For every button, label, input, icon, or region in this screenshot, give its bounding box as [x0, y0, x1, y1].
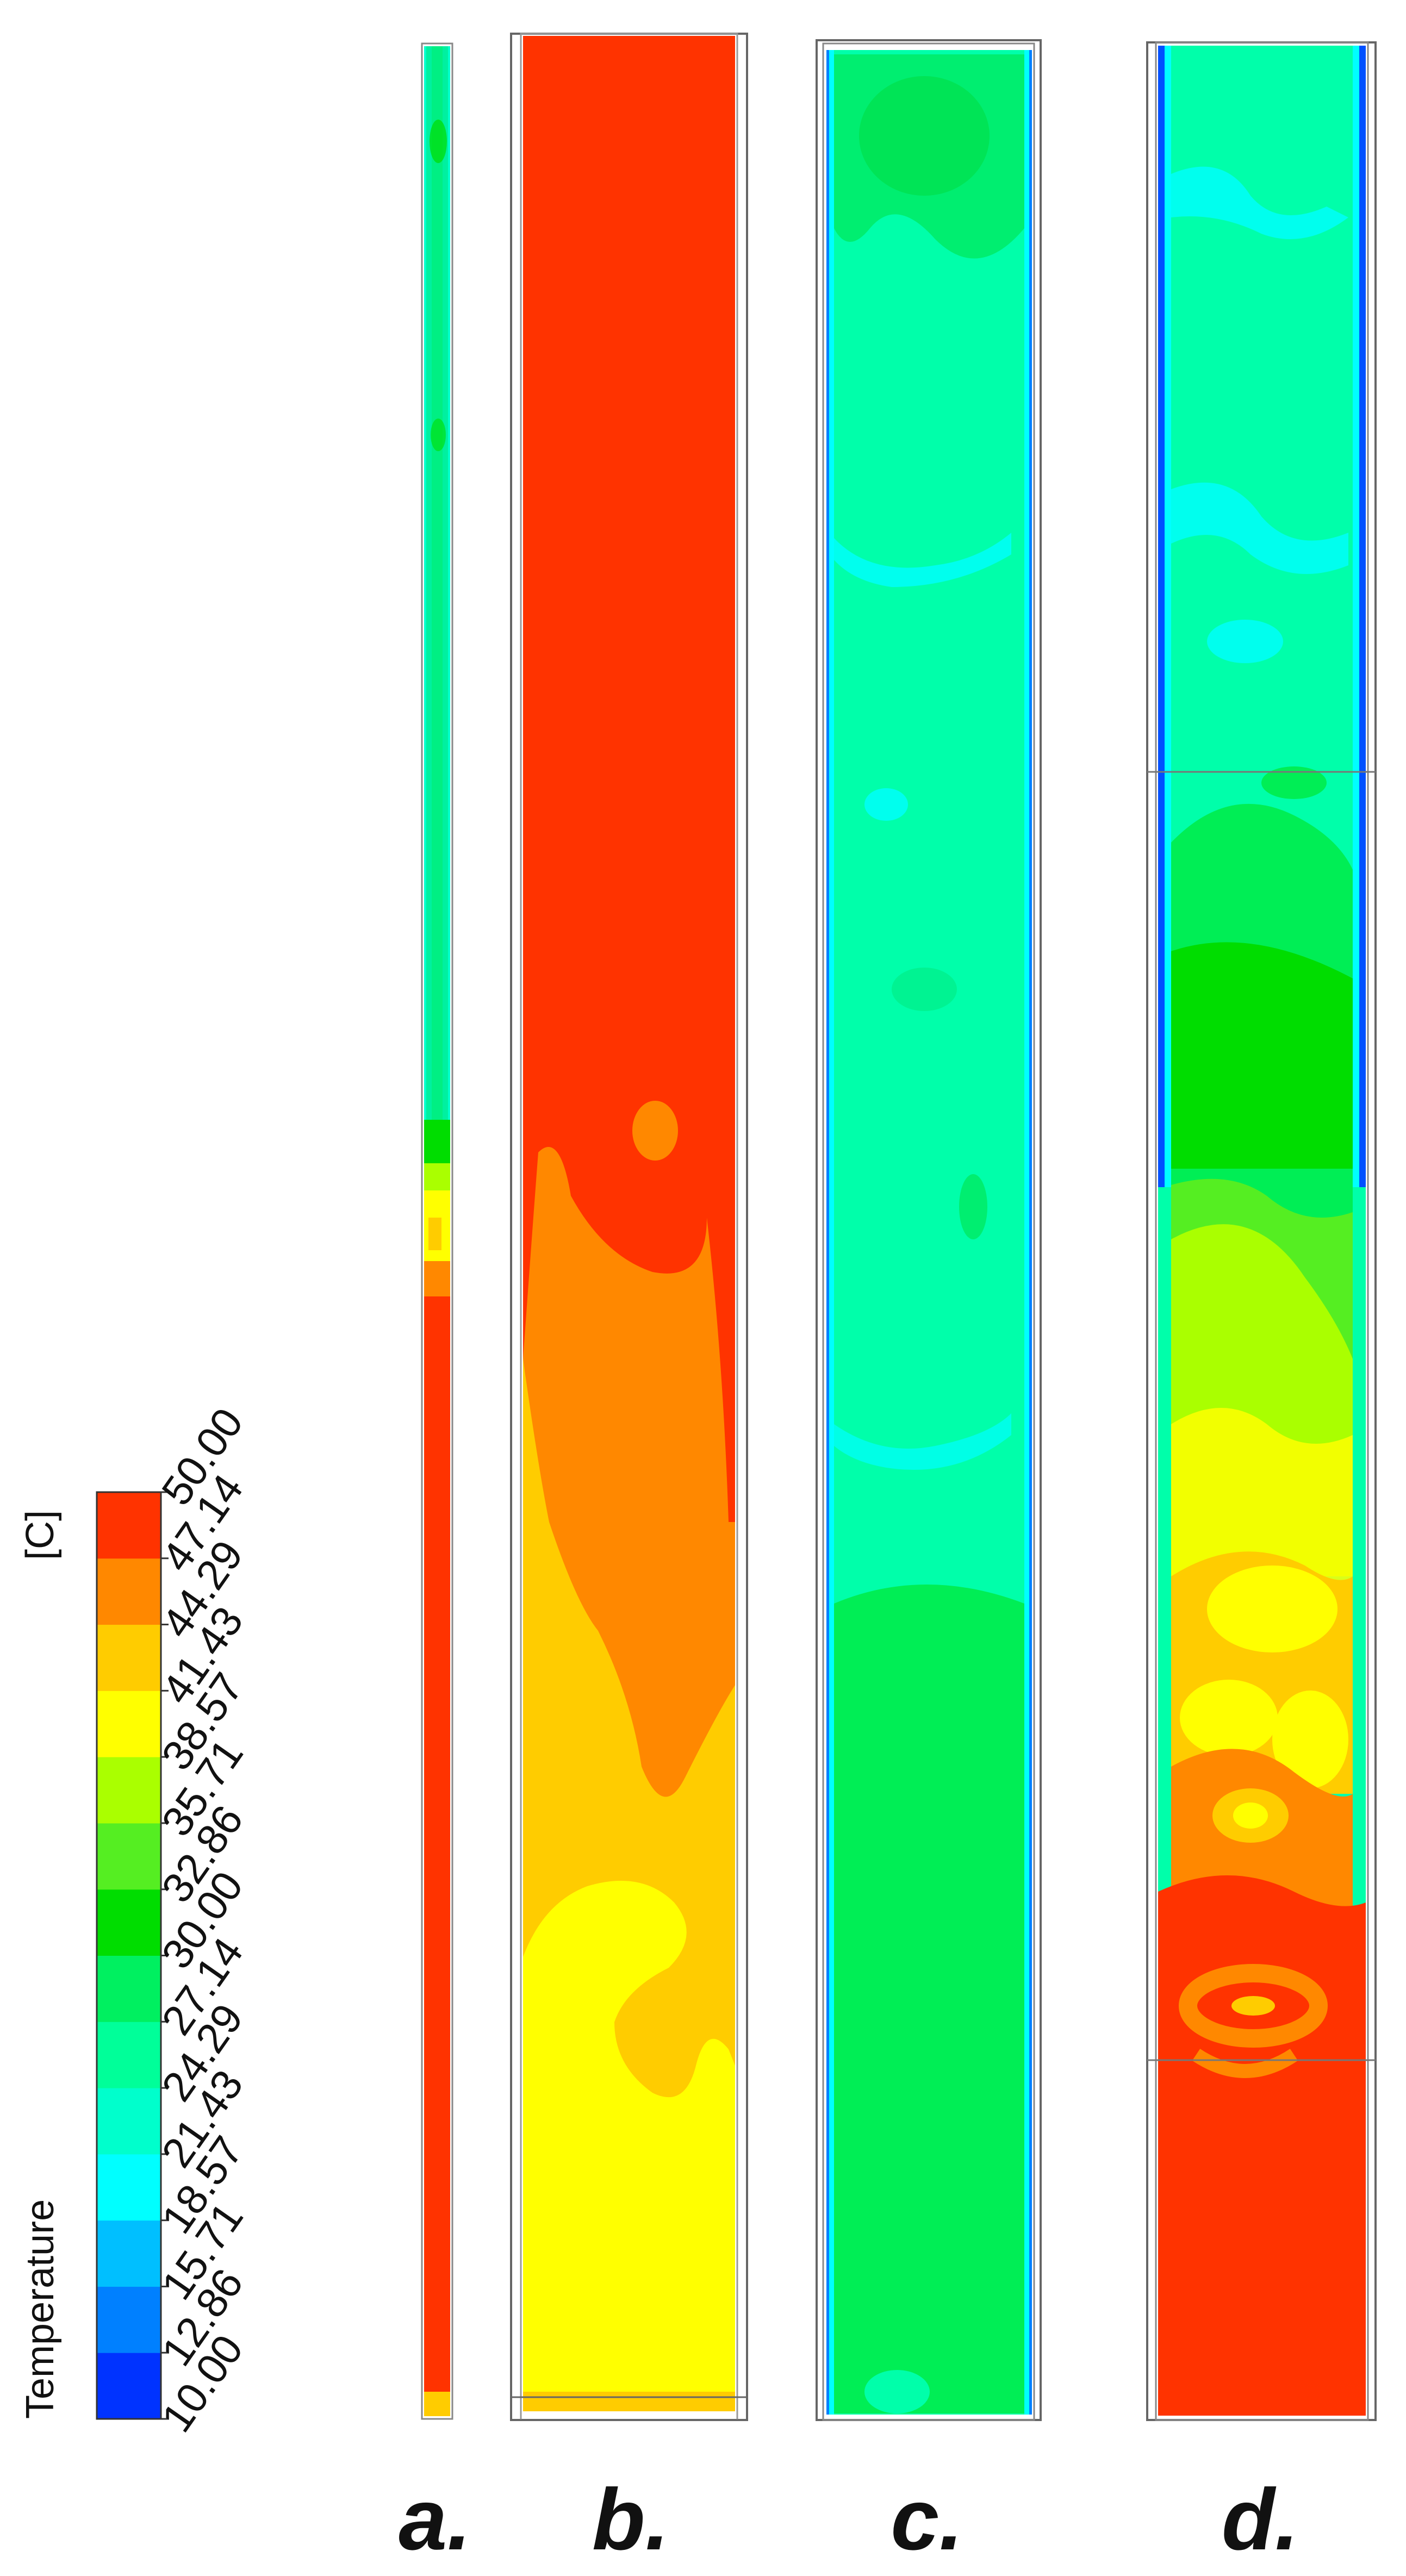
- panel-b-contour: [510, 33, 748, 2421]
- panel-d-contour: [1146, 41, 1377, 2421]
- legend-color-band: [97, 1823, 161, 1890]
- legend-color-band: [97, 2220, 161, 2287]
- panel-label-d: d.: [1222, 2471, 1299, 2568]
- panel-a-contour: [421, 42, 453, 2420]
- legend-color-band: [97, 1492, 161, 1559]
- legend-unit: [C]: [18, 1510, 62, 1560]
- legend-color-band: [97, 2154, 161, 2221]
- legend-color-band: [97, 1955, 161, 2022]
- legend-color-band: [97, 1691, 161, 1757]
- legend-title: Temperature: [18, 2199, 62, 2419]
- legend: Temperature [C] 10.0012.8615.7118.5721.4…: [18, 1399, 252, 2440]
- panel-label-c: c.: [891, 2471, 963, 2568]
- legend-color-band: [97, 1757, 161, 1824]
- legend-tick-labels: 10.0012.8615.7118.5721.4324.2927.1430.00…: [152, 1399, 252, 2440]
- panel-label-a: a.: [399, 2471, 471, 2568]
- legend-color-band: [97, 1558, 161, 1625]
- legend-color-band: [97, 1889, 161, 1956]
- legend-color-bar: [96, 1491, 162, 2420]
- legend-color-band: [97, 1624, 161, 1691]
- panel-c-contour: [816, 39, 1042, 2421]
- legend-color-band: [97, 2022, 161, 2088]
- legend-color-band: [97, 2088, 161, 2155]
- legend-color-band: [97, 2286, 161, 2353]
- panel-label-b: b.: [592, 2471, 669, 2568]
- legend-color-band: [97, 2353, 161, 2419]
- panel-labels: a. b. c. d.: [399, 2471, 1299, 2568]
